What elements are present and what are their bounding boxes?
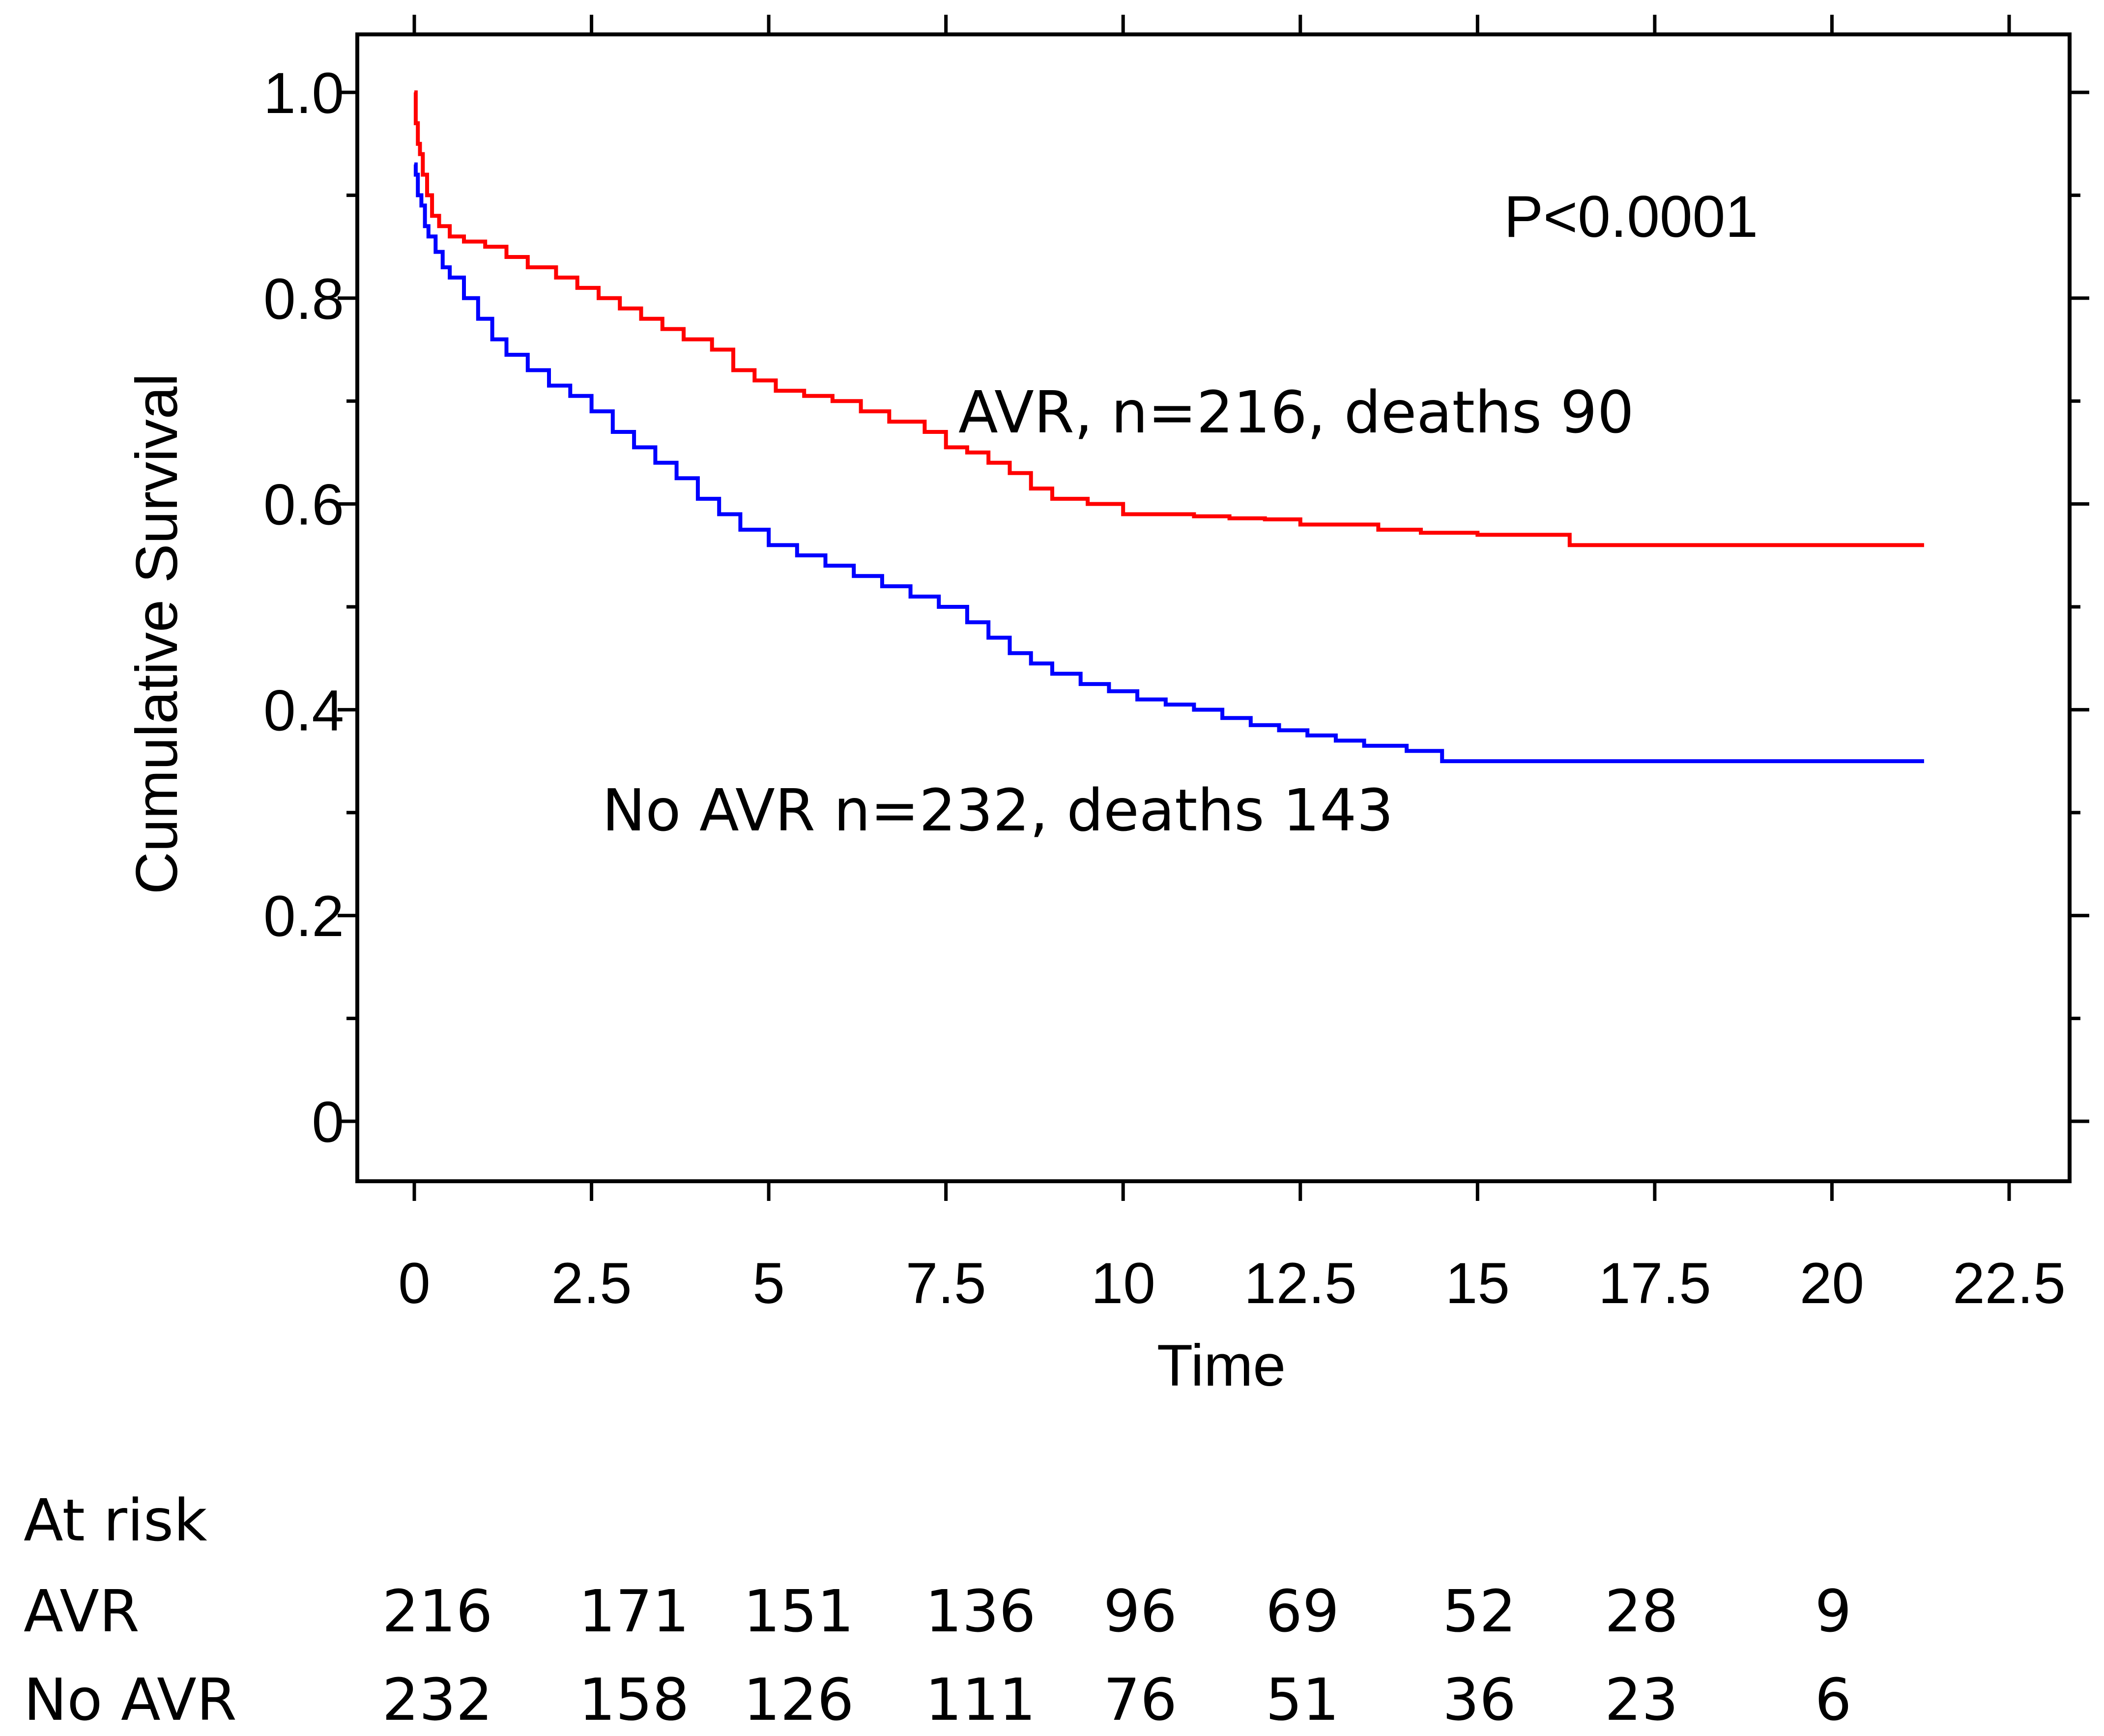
series-label-no-avr: No AVR n=232, deaths 143 bbox=[602, 776, 1393, 844]
at-risk-table: AVR 216 171 151 136 96 69 52 28 9 No AVR 232 158 126 1… bbox=[24, 1577, 1852, 1734]
at-risk-row-label: No AVR bbox=[24, 1666, 237, 1734]
x-tick-label: 0 bbox=[398, 1251, 431, 1316]
x-tick-label: 5 bbox=[752, 1251, 785, 1316]
at-risk-count: 171 bbox=[578, 1577, 689, 1645]
x-tick-label: 22.5 bbox=[1953, 1251, 2066, 1316]
at-risk-count: 23 bbox=[1605, 1666, 1678, 1734]
at-risk-count: 9 bbox=[1815, 1577, 1851, 1645]
y-tick-label: 1.0 bbox=[263, 61, 344, 126]
plot-frame bbox=[355, 32, 2072, 1183]
at-risk-count: 28 bbox=[1605, 1577, 1678, 1645]
y-axis-label: Cumulative Survival bbox=[124, 373, 190, 894]
at-risk-count: 111 bbox=[925, 1666, 1036, 1734]
at-risk-count: 36 bbox=[1442, 1666, 1516, 1734]
y-tick-label: 0.6 bbox=[263, 473, 344, 538]
x-tick-labels: 0 2.5 5 7.5 10 12.5 15 17.5 20 22.5 bbox=[398, 1251, 2066, 1316]
at-risk-count: 126 bbox=[743, 1666, 854, 1734]
p-value-label: P<0.0001 bbox=[1504, 184, 1758, 250]
at-risk-count: 51 bbox=[1266, 1666, 1339, 1734]
at-risk-count: 158 bbox=[578, 1666, 689, 1734]
at-risk-count: 151 bbox=[743, 1577, 854, 1645]
y-tick-labels: 0 0.2 0.4 0.6 0.8 1.0 bbox=[263, 61, 344, 1155]
at-risk-count: 96 bbox=[1103, 1577, 1177, 1645]
y-tick-label: 0 bbox=[312, 1090, 344, 1155]
series-line-no-avr bbox=[413, 162, 1924, 764]
at-risk-count: 216 bbox=[382, 1577, 492, 1645]
at-risk-count: 52 bbox=[1442, 1577, 1516, 1645]
at-risk-count: 136 bbox=[925, 1577, 1036, 1645]
at-risk-count: 232 bbox=[382, 1666, 492, 1734]
at-risk-title: At risk bbox=[24, 1486, 207, 1554]
x-tick-label: 15 bbox=[1445, 1251, 1510, 1316]
x-tick-label: 17.5 bbox=[1598, 1251, 1711, 1316]
series-line-avr bbox=[413, 90, 1924, 547]
x-axis-label: Time bbox=[1157, 1333, 1286, 1398]
y-tick-label: 0.2 bbox=[263, 884, 344, 949]
x-tick-label: 20 bbox=[1800, 1251, 1864, 1316]
at-risk-count: 69 bbox=[1266, 1577, 1339, 1645]
at-risk-count: 76 bbox=[1103, 1666, 1177, 1734]
series-label-avr: AVR, n=216, deaths 90 bbox=[958, 378, 1634, 446]
y-tick-label: 0.4 bbox=[263, 678, 344, 743]
survival-curves bbox=[413, 90, 1924, 764]
x-tick-label: 7.5 bbox=[906, 1251, 986, 1316]
x-tick-label: 2.5 bbox=[551, 1251, 632, 1316]
axis-ticks bbox=[338, 15, 2089, 1201]
x-tick-label: 10 bbox=[1091, 1251, 1155, 1316]
at-risk-row-label: AVR bbox=[24, 1577, 140, 1645]
x-tick-label: 12.5 bbox=[1244, 1251, 1357, 1316]
y-tick-label: 0.8 bbox=[263, 267, 344, 332]
at-risk-count: 6 bbox=[1815, 1666, 1851, 1734]
